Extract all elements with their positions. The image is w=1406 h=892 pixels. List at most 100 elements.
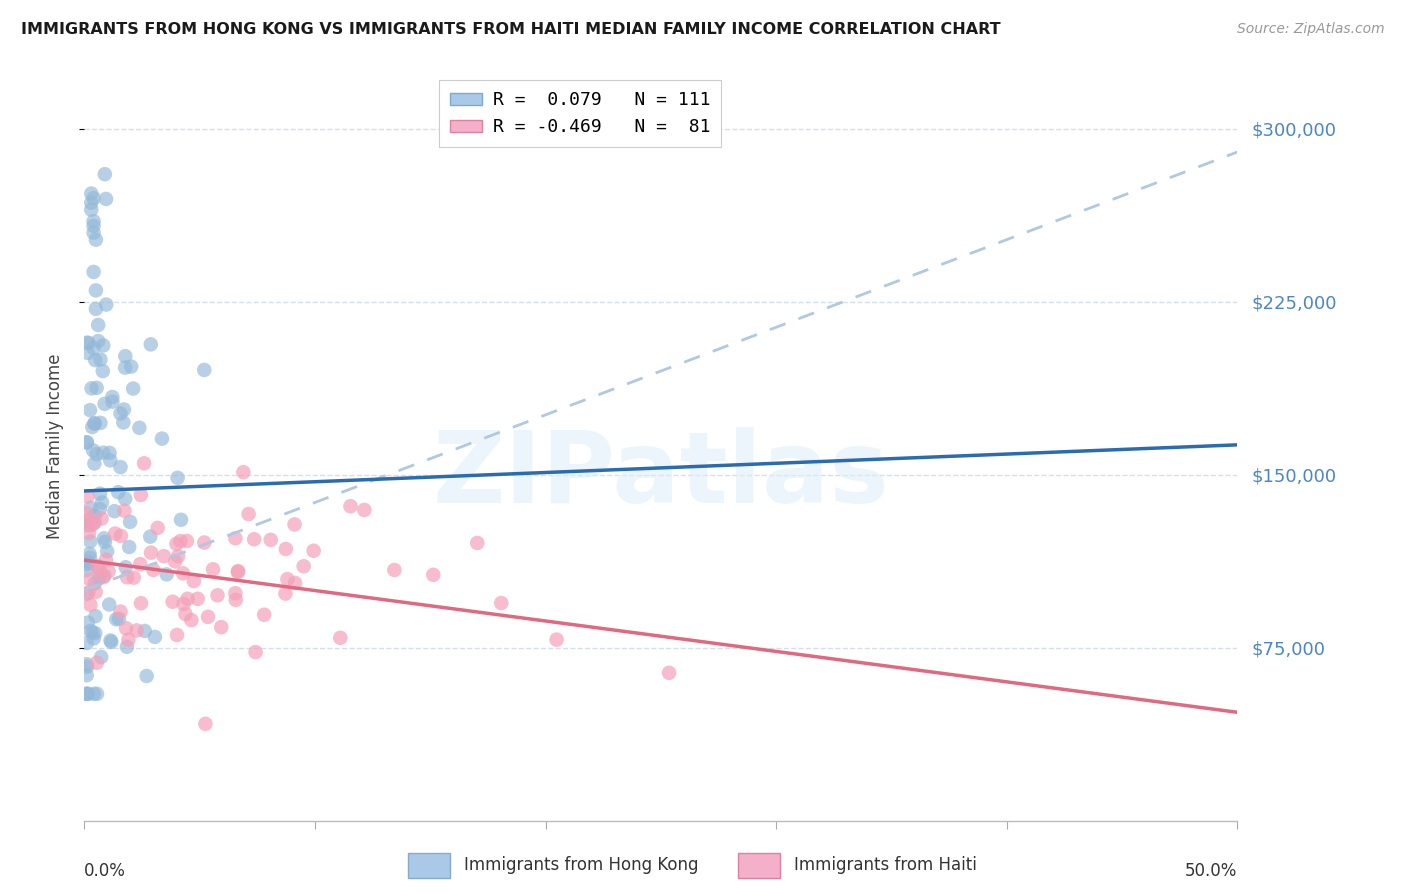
Point — [104, 526, 127, 541]
Point — [98, 446, 121, 460]
Point — [146, 521, 169, 535]
Point — [77, 687, 100, 701]
Point — [125, 624, 148, 638]
Point — [86, 656, 108, 670]
Point — [86, 559, 108, 574]
Point — [94, 535, 117, 549]
Point — [166, 628, 188, 642]
Point — [96, 544, 118, 558]
Point — [87, 334, 110, 348]
Point — [112, 402, 135, 417]
Point — [76, 657, 98, 672]
Point — [176, 534, 198, 549]
Point — [77, 615, 100, 630]
Point — [94, 552, 117, 566]
Point — [82, 443, 104, 458]
Point — [292, 559, 315, 574]
Point — [117, 632, 139, 647]
Point — [83, 226, 105, 240]
Point — [84, 626, 107, 640]
Point — [465, 536, 488, 550]
Point — [101, 394, 124, 409]
Point — [173, 597, 195, 611]
Point — [274, 541, 297, 556]
Point — [80, 195, 103, 210]
Point — [76, 587, 98, 601]
Point — [91, 338, 114, 352]
Point — [120, 515, 142, 529]
Point — [87, 571, 110, 585]
Point — [150, 432, 173, 446]
Point — [84, 284, 107, 298]
FancyBboxPatch shape — [738, 853, 780, 878]
Point — [90, 511, 112, 525]
Point — [243, 533, 266, 547]
Point — [97, 565, 120, 579]
Point — [174, 607, 197, 621]
Point — [103, 504, 125, 518]
Point — [83, 576, 105, 591]
Point — [276, 572, 298, 586]
Text: Immigrants from Haiti: Immigrants from Haiti — [794, 856, 977, 874]
Point — [110, 460, 132, 475]
Point — [91, 495, 114, 509]
Point — [283, 517, 305, 532]
Point — [84, 233, 107, 247]
Point — [169, 534, 191, 549]
Point — [115, 640, 138, 654]
Point — [100, 635, 122, 649]
Point — [232, 465, 254, 479]
Point — [139, 337, 162, 351]
Point — [93, 568, 115, 582]
Point — [91, 446, 114, 460]
Point — [82, 341, 104, 355]
Point — [83, 417, 105, 431]
Point — [129, 557, 152, 571]
Point — [193, 363, 215, 377]
Point — [89, 486, 111, 500]
Point — [84, 585, 107, 599]
Point — [98, 598, 121, 612]
Point — [134, 624, 156, 638]
Point — [153, 549, 176, 563]
Point — [83, 687, 105, 701]
Point — [93, 532, 115, 546]
Point — [90, 649, 112, 664]
Point — [122, 571, 145, 585]
Point — [139, 546, 162, 560]
Point — [89, 352, 111, 367]
Point — [284, 576, 307, 591]
Point — [79, 550, 101, 565]
Point — [110, 605, 132, 619]
Point — [183, 574, 205, 588]
Point — [94, 167, 117, 181]
Point — [114, 491, 136, 506]
Point — [302, 543, 325, 558]
Point — [80, 518, 103, 533]
Point — [89, 416, 111, 430]
Point — [76, 687, 98, 701]
Point — [194, 716, 217, 731]
Point — [79, 534, 101, 549]
Point — [209, 620, 232, 634]
Point — [162, 595, 184, 609]
Point — [84, 301, 107, 316]
Point — [166, 471, 188, 485]
Point — [114, 349, 136, 363]
Point — [76, 346, 98, 360]
Point — [79, 624, 101, 638]
Point — [115, 621, 138, 635]
Point — [101, 390, 124, 404]
Point — [77, 585, 100, 599]
Point — [207, 588, 229, 602]
Text: Source: ZipAtlas.com: Source: ZipAtlas.com — [1237, 22, 1385, 37]
Point — [93, 570, 115, 584]
Point — [77, 526, 100, 541]
Point — [76, 435, 98, 450]
Point — [143, 630, 166, 644]
Point — [83, 632, 105, 646]
Point — [76, 668, 98, 682]
Point — [329, 631, 352, 645]
Point — [339, 500, 361, 514]
Point — [120, 359, 142, 374]
